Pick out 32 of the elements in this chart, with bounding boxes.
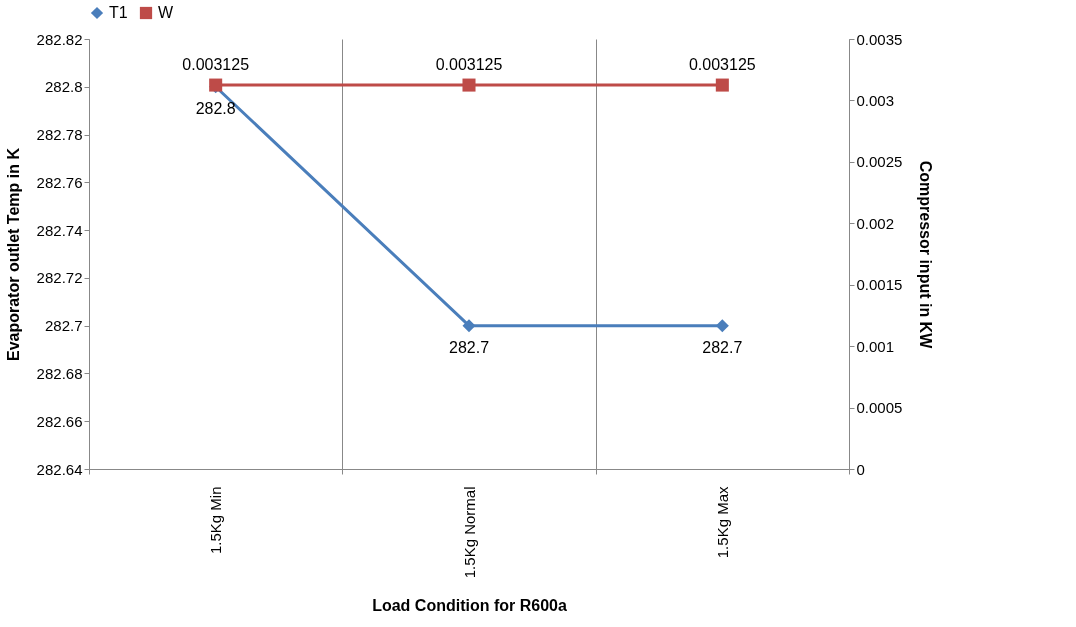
y-tick-label: 282.82 [36,30,83,48]
y2-tick-label: 0.0025 [856,153,903,171]
y2-tick-label: 0.003 [856,91,895,109]
y-tick-label: 282.7 [44,317,83,335]
y-tick-label: 282.64 [36,460,83,478]
y2-tick-label: 0.002 [856,214,895,232]
y-tick-label: 282.72 [36,269,83,287]
y2-tick-label: 0.0005 [856,399,903,417]
y2-axis-title: Compressor input in KW [917,160,935,350]
legend-label: T1 [109,4,128,21]
y-tick-label: 282.74 [36,221,83,239]
x-tick-label: 1.5Kg Max [713,486,731,559]
x-axis-title: Load Condition for R600a [372,597,567,615]
data-label: 0.003125 [688,56,756,74]
x-tick-label: 1.5Kg Normal [460,486,478,579]
y2-tick-label: 0.0015 [856,276,903,294]
y-tick-label: 282.78 [36,126,83,144]
legend-label: W [158,4,174,21]
x-tick-label: 1.5Kg Min [207,486,225,555]
data-label: 282.8 [195,99,236,117]
data-label: 0.003125 [435,56,503,74]
y2-tick-label: 0.0035 [856,30,903,48]
y-tick-label: 282.8 [44,78,83,96]
y2-tick-label: 0 [856,460,865,478]
y-tick-label: 282.66 [36,412,83,430]
y-tick-label: 282.68 [36,364,83,382]
data-label: 282.7 [448,338,490,356]
y-tick-label: 282.76 [36,173,83,191]
data-label: 282.7 [702,338,743,356]
data-label: 0.003125 [182,56,250,74]
y2-tick-label: 0.001 [856,337,895,355]
y-axis-title: Evaporator outlet Temp in K [4,147,22,362]
